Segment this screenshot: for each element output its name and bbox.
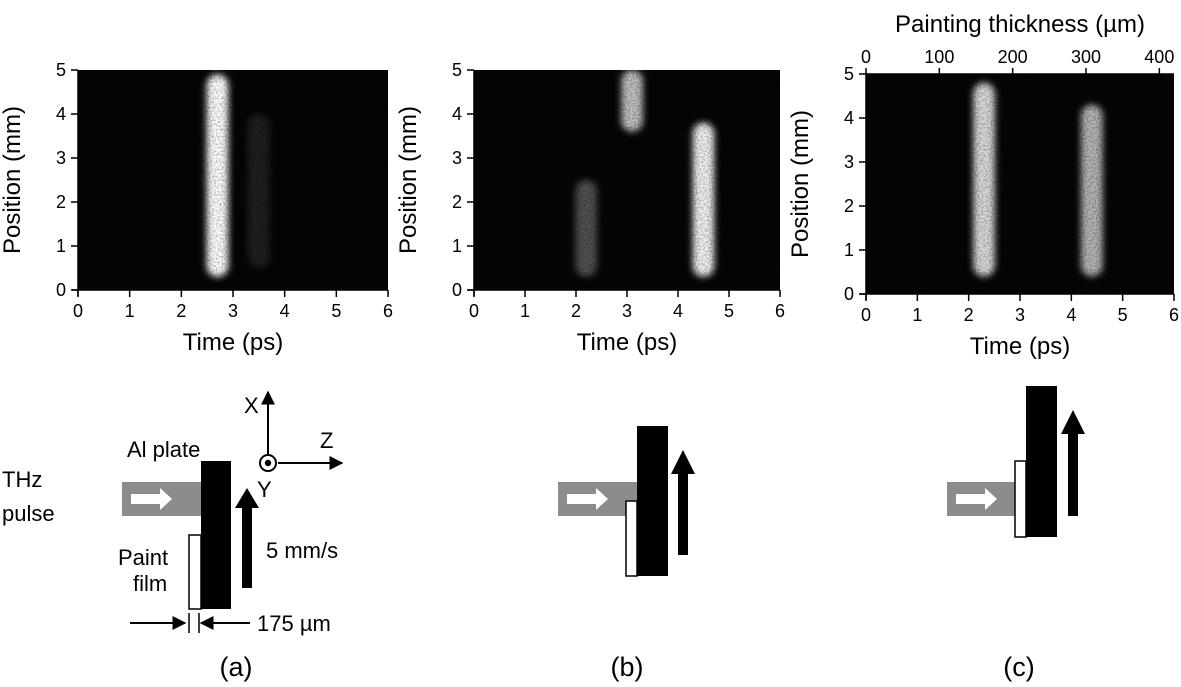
chart-panel: 0 1 2 3 4 5 6 0 1 2 3 4 5 Time (ps) Position (mm)	[0, 60, 393, 356]
y-tick-label: 0	[452, 280, 462, 300]
x-tick-label: 0	[861, 305, 871, 325]
y-tick-label: 2	[844, 196, 854, 216]
x-tick-label: 6	[1169, 305, 1179, 325]
film-label: film	[133, 571, 167, 596]
pulse-label: pulse	[2, 501, 55, 526]
motion-arrow	[671, 450, 695, 555]
al-plate	[637, 426, 668, 576]
y-tick-label: 5	[56, 60, 66, 80]
y-tick-label: 3	[452, 148, 462, 168]
x-tick-label: 5	[1118, 305, 1128, 325]
chart-panel: 0 1 2 3 4 5 6 0 1 2 3 4 5 Time (ps) Position (mm)	[787, 64, 1179, 360]
y-tick-label: 2	[452, 192, 462, 212]
x-tick-label: 5	[331, 301, 341, 321]
x-axis-label: Time (ps)	[183, 329, 283, 356]
axis-z-label: Z	[320, 428, 333, 453]
y-tick-label: 2	[56, 192, 66, 212]
al-plate	[1026, 386, 1057, 537]
thz-arrow	[956, 488, 997, 510]
y-axis-dot	[264, 459, 272, 467]
x-tick-label: 3	[1015, 305, 1025, 325]
x-tick-label: 1	[520, 301, 530, 321]
paint-film	[188, 534, 202, 610]
motion-arrow	[1061, 410, 1085, 516]
x-axis-label: Time (ps)	[577, 329, 677, 356]
diagram-c	[947, 386, 1085, 538]
y-tick-label: 1	[56, 236, 66, 256]
x2-tick-label: 300	[1071, 47, 1101, 67]
x-tick-label: 0	[73, 301, 83, 321]
axis-x-label: X	[244, 393, 259, 418]
x-axis-label: Time (ps)	[970, 333, 1070, 360]
y-tick-label: 4	[56, 104, 66, 124]
diagram-b	[558, 426, 695, 577]
x-tick-label: 4	[673, 301, 683, 321]
speckle-noise	[866, 74, 1174, 294]
x-tick-label: 3	[228, 301, 238, 321]
diagram-a: X Z Y THz pulse Al plate Paint film 5 mm…	[2, 390, 344, 636]
al-plate-label: Al plate	[127, 437, 200, 462]
y-axis-label: Position (mm)	[787, 110, 814, 258]
x-tick-label: 5	[724, 301, 734, 321]
panel-label-b: (b)	[611, 652, 644, 682]
y-tick-label: 1	[844, 240, 854, 260]
thz-label: THz	[2, 467, 42, 492]
x-tick-label: 4	[280, 301, 290, 321]
x-tick-label: 3	[622, 301, 632, 321]
x-tick-label: 2	[571, 301, 581, 321]
panel-label-c: (c)	[1003, 652, 1034, 682]
speckle-noise	[78, 70, 388, 290]
motion-arrow	[235, 488, 259, 588]
x2-tick-label: 200	[998, 47, 1028, 67]
x-tick-label: 1	[912, 305, 922, 325]
x2-tick-label: 400	[1144, 47, 1174, 67]
y-axis-label: Position (mm)	[0, 106, 26, 254]
chart-panel: 0 1 2 3 4 5 6 0 1 2 3 4 5 Time (ps) Position (mm)	[395, 60, 785, 356]
speed-label: 5 mm/s	[266, 538, 338, 563]
y-tick-label: 0	[56, 280, 66, 300]
y-tick-label: 4	[844, 108, 854, 128]
x-tick-label: 0	[469, 301, 479, 321]
x2-tick-label: 100	[924, 47, 954, 67]
x-tick-label: 2	[176, 301, 186, 321]
speckle-noise	[474, 70, 780, 290]
x-tick-label: 4	[1066, 305, 1076, 325]
charts: 0 1 2 3 4 5 6 0 1 2 3 4 5 Time (ps) Position (mm) 0 1 2 3 4…	[0, 60, 1179, 360]
thz-arrow	[131, 488, 172, 510]
al-plate	[201, 461, 231, 609]
axis-y-label: Y	[257, 477, 272, 502]
y-tick-label: 5	[452, 60, 462, 80]
y-tick-label: 4	[452, 104, 462, 124]
paint-film	[625, 500, 638, 577]
x-tick-label: 6	[775, 301, 785, 321]
thz-arrow	[567, 488, 608, 510]
panel-label-a: (a)	[220, 652, 253, 682]
y-axis-label: Position (mm)	[395, 106, 422, 254]
x-tick-label: 6	[383, 301, 393, 321]
x2-tick-label: 0	[861, 47, 871, 67]
y-tick-label: 3	[56, 148, 66, 168]
y-tick-label: 1	[452, 236, 462, 256]
thickness-label: 175 µm	[257, 611, 331, 636]
y-tick-label: 0	[844, 284, 854, 304]
x-tick-label: 1	[125, 301, 135, 321]
x2-axis-label: Painting thickness (µm)	[895, 11, 1145, 38]
paint-label: Paint	[118, 545, 168, 570]
y-tick-label: 5	[844, 64, 854, 84]
paint-film	[1014, 460, 1027, 538]
y-tick-label: 3	[844, 152, 854, 172]
painting-thickness-axis: 0 100 200 300 400 Painting thickness (µm)	[861, 11, 1174, 75]
x-tick-label: 2	[964, 305, 974, 325]
